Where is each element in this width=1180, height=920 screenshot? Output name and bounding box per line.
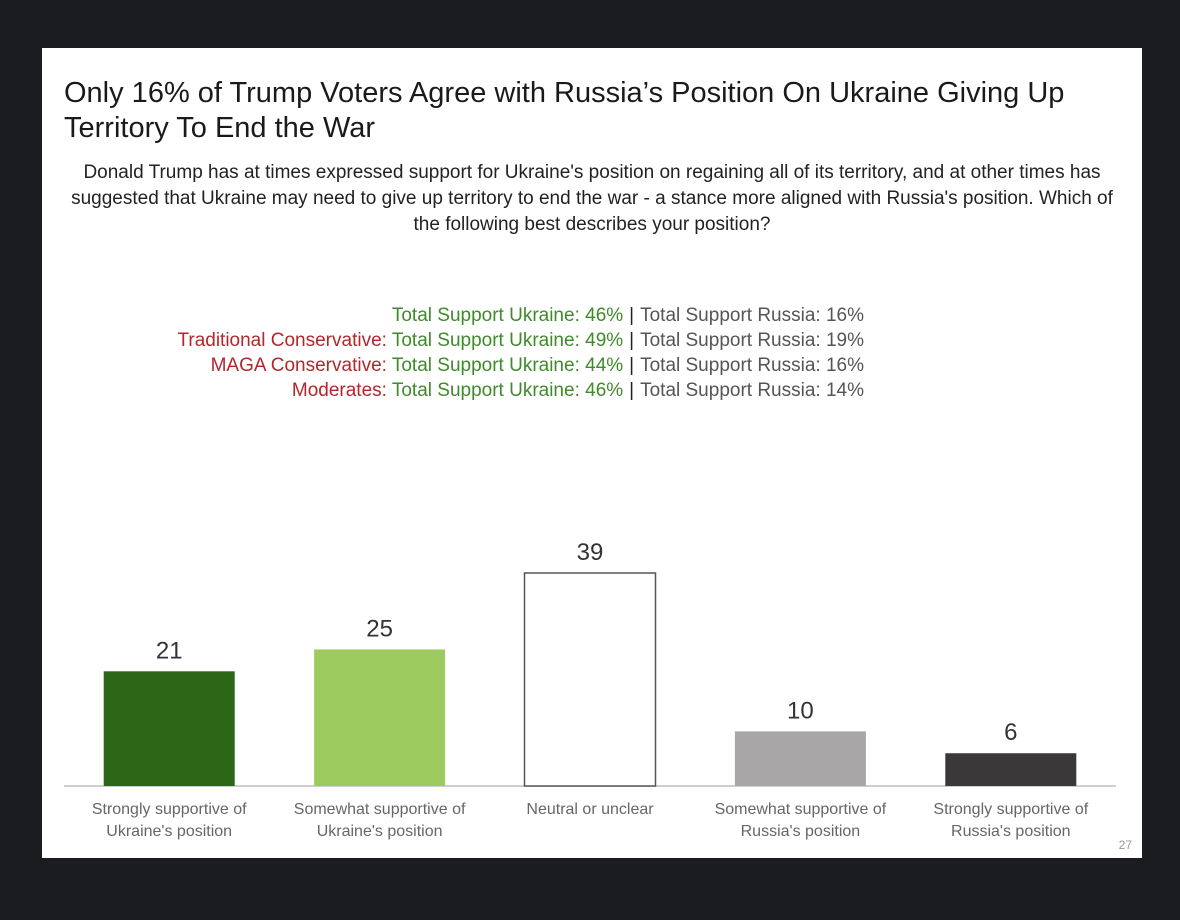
category-label-somewhat-russia: Russia's position <box>741 823 861 840</box>
category-label-somewhat-ukraine: Ukraine's position <box>317 823 443 840</box>
bar-chart: 21 Strongly supportive of Ukraine's positi… <box>64 539 1116 840</box>
slide: Only 16% of Trump Voters Agree with Russ… <box>42 48 1142 858</box>
bar-somewhat-ukraine <box>314 649 446 786</box>
russia-support: Total Support Russia: 16% <box>640 355 864 376</box>
data-label-somewhat-ukraine: 25 <box>366 615 393 642</box>
summary-line-maga-conservative: MAGA Conservative: Total Support Ukraine… <box>42 353 864 378</box>
data-label-strongly-russia: 6 <box>1004 719 1017 746</box>
summary-line-traditional-conservative: Traditional Conservative: Total Support … <box>42 328 864 353</box>
bar-somewhat-russia <box>734 731 866 786</box>
category-label-somewhat-russia: Somewhat supportive of <box>715 801 887 818</box>
category-label-strongly-ukraine: Strongly supportive of <box>92 801 247 818</box>
separator: | <box>629 355 635 376</box>
segment-label: Traditional Conservative: <box>177 330 392 351</box>
summary-line-moderates: Moderates: Total Support Ukraine: 46% | To… <box>42 378 864 403</box>
ukraine-support: Total Support Ukraine: 44% <box>391 355 624 376</box>
ukraine-support: Total Support Ukraine: 46% <box>391 380 624 401</box>
summary-block: Total Support Ukraine: 46% | Total Support… <box>42 303 864 403</box>
category-label-strongly-russia: Strongly supportive of <box>933 801 1088 818</box>
ukraine-support: Total Support Ukraine: 49% <box>391 330 624 351</box>
category-label-strongly-ukraine: Ukraine's position <box>106 823 232 840</box>
separator: | <box>629 380 635 401</box>
category-label-somewhat-ukraine: Somewhat supportive of <box>294 801 466 818</box>
ukraine-support: Total Support Ukraine: 46% <box>391 305 624 326</box>
category-label-neutral: Neutral or unclear <box>526 801 654 818</box>
segment-label: MAGA Conservative: <box>210 355 392 376</box>
slide-title: Only 16% of Trump Voters Agree with Russ… <box>64 77 1065 144</box>
bar-strongly-russia <box>945 753 1077 786</box>
data-label-strongly-ukraine: 21 <box>156 637 183 664</box>
segment-label: Moderates: <box>291 380 392 401</box>
russia-support: Total Support Russia: 14% <box>640 380 864 401</box>
data-label-somewhat-russia: 10 <box>787 697 814 724</box>
category-label-strongly-russia: Russia's position <box>951 823 1071 840</box>
separator: | <box>629 305 635 326</box>
survey-question: Donald Trump has at times expressed supp… <box>71 162 1113 235</box>
page-number: 27 <box>1118 838 1132 852</box>
russia-support: Total Support Russia: 19% <box>640 330 864 351</box>
summary-line-total: Total Support Ukraine: 46% | Total Support… <box>42 303 864 328</box>
bar-neutral <box>523 572 657 787</box>
separator: | <box>629 330 635 351</box>
russia-support: Total Support Russia: 16% <box>640 305 864 326</box>
data-label-neutral: 39 <box>577 539 604 566</box>
bar-strongly-ukraine <box>103 671 235 786</box>
